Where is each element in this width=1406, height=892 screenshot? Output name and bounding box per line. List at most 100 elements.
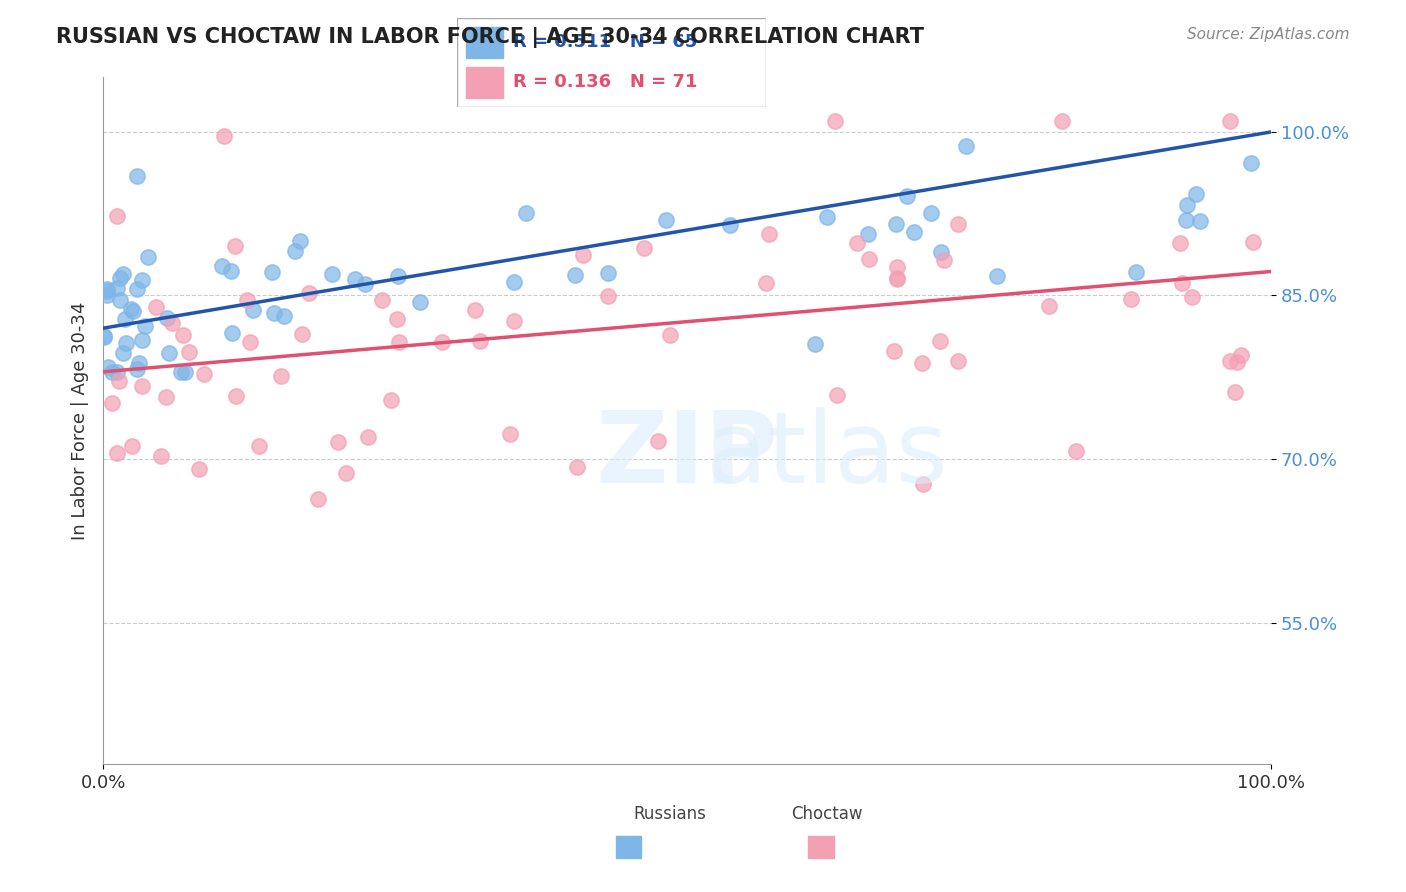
FancyBboxPatch shape bbox=[457, 18, 766, 107]
Point bbox=[263, 306, 285, 320]
Point bbox=[273, 310, 295, 324]
Point bbox=[1119, 292, 1142, 306]
Text: Source: ZipAtlas.com: Source: ZipAtlas.com bbox=[1187, 27, 1350, 42]
Text: Choctaw: Choctaw bbox=[792, 805, 863, 823]
Point bbox=[221, 326, 243, 341]
Point bbox=[321, 268, 343, 282]
Point bbox=[564, 268, 586, 282]
Point bbox=[1226, 354, 1249, 368]
Point bbox=[291, 327, 314, 342]
Point bbox=[886, 271, 908, 285]
Point bbox=[1240, 156, 1263, 170]
Point bbox=[598, 267, 620, 281]
Point bbox=[804, 337, 827, 351]
Point bbox=[326, 435, 349, 450]
Point bbox=[179, 345, 201, 359]
Point bbox=[105, 365, 128, 379]
Point bbox=[464, 303, 486, 318]
Point bbox=[170, 365, 193, 379]
Point bbox=[122, 304, 145, 318]
Point bbox=[1219, 114, 1241, 128]
Point bbox=[886, 260, 908, 274]
Point bbox=[149, 449, 172, 463]
Point bbox=[211, 259, 233, 273]
Y-axis label: In Labor Force | Age 30-34: In Labor Force | Age 30-34 bbox=[72, 301, 89, 540]
Point bbox=[242, 302, 264, 317]
Point bbox=[388, 334, 411, 349]
Point bbox=[105, 446, 128, 460]
Point bbox=[655, 213, 678, 227]
Point bbox=[136, 250, 159, 264]
Point bbox=[503, 275, 526, 289]
Point bbox=[96, 287, 118, 301]
Point bbox=[224, 239, 246, 253]
Point bbox=[354, 277, 377, 291]
Point bbox=[219, 264, 242, 278]
Point bbox=[110, 293, 132, 308]
Point bbox=[1175, 212, 1198, 227]
Point bbox=[93, 330, 115, 344]
Point bbox=[929, 334, 952, 348]
Point bbox=[125, 169, 148, 184]
Point bbox=[884, 218, 907, 232]
Point bbox=[1064, 443, 1087, 458]
Point bbox=[247, 439, 270, 453]
Text: R = 0.136   N = 71: R = 0.136 N = 71 bbox=[513, 73, 697, 91]
Point bbox=[896, 189, 918, 203]
Point bbox=[112, 345, 135, 359]
Point bbox=[105, 280, 128, 294]
Point bbox=[134, 318, 156, 333]
Point bbox=[825, 388, 848, 402]
Point bbox=[101, 365, 124, 379]
Point bbox=[96, 284, 118, 298]
Point bbox=[1219, 354, 1241, 368]
Bar bbox=[467, 27, 503, 58]
Point bbox=[567, 460, 589, 475]
Point bbox=[1052, 114, 1074, 128]
Point bbox=[911, 477, 934, 491]
Point bbox=[160, 316, 183, 330]
Point bbox=[239, 334, 262, 349]
Point bbox=[633, 241, 655, 255]
Point bbox=[502, 314, 524, 328]
Point bbox=[1171, 277, 1194, 291]
Point bbox=[298, 285, 321, 300]
Point bbox=[100, 396, 122, 410]
Point bbox=[120, 302, 142, 317]
Point bbox=[335, 466, 357, 480]
Point bbox=[1185, 187, 1208, 202]
Point bbox=[911, 356, 934, 370]
Point bbox=[931, 244, 953, 259]
Point bbox=[193, 367, 215, 381]
Point bbox=[145, 300, 167, 314]
Point bbox=[108, 271, 131, 285]
Point bbox=[111, 267, 134, 281]
Point bbox=[815, 211, 838, 225]
Point bbox=[96, 282, 118, 296]
Point bbox=[385, 312, 408, 326]
Point bbox=[903, 225, 925, 239]
Point bbox=[499, 427, 522, 442]
Point bbox=[886, 271, 908, 285]
Point bbox=[718, 219, 741, 233]
Text: atlas: atlas bbox=[706, 407, 948, 504]
Point bbox=[212, 129, 235, 144]
Point bbox=[1188, 214, 1211, 228]
Point bbox=[114, 335, 136, 350]
Text: R = 0.511   N = 65: R = 0.511 N = 65 bbox=[513, 33, 697, 51]
Point bbox=[1223, 385, 1246, 400]
Point bbox=[856, 227, 879, 241]
Point bbox=[955, 139, 977, 153]
Point bbox=[845, 236, 868, 251]
Point bbox=[156, 311, 179, 326]
Point bbox=[288, 234, 311, 248]
Point bbox=[307, 491, 329, 506]
Point bbox=[344, 272, 367, 286]
Point bbox=[371, 293, 394, 307]
Point bbox=[357, 430, 380, 444]
Point bbox=[755, 277, 778, 291]
Point bbox=[1125, 265, 1147, 279]
Point bbox=[125, 282, 148, 296]
Point bbox=[1175, 198, 1198, 212]
Point bbox=[658, 328, 681, 343]
